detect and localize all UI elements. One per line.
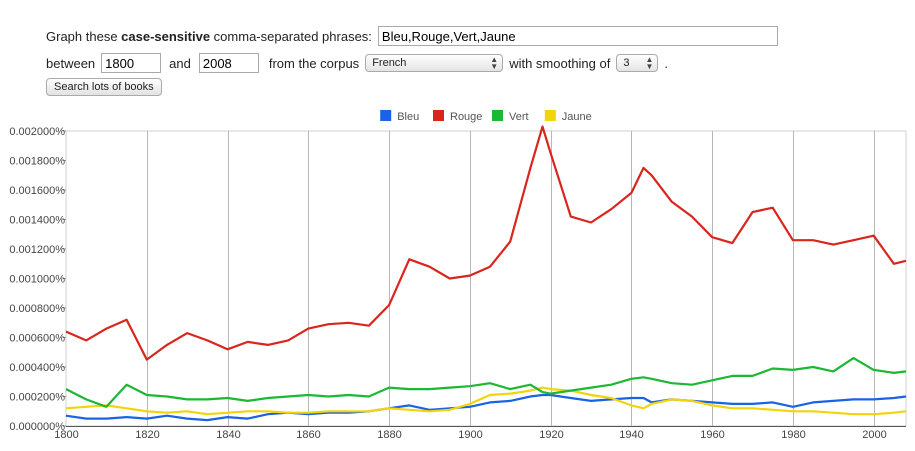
y-tick-label: 0.001200% <box>9 244 65 256</box>
legend-label: Rouge <box>450 111 482 123</box>
x-tick-label: 1820 <box>135 429 159 441</box>
y-tick-label: 0.001400% <box>9 215 65 227</box>
y-tick-label: 0.001600% <box>9 185 65 197</box>
corpus-value: French <box>372 57 407 69</box>
y-tick-label: 0.000000% <box>9 421 65 433</box>
y-tick-label: 0.000400% <box>9 362 65 374</box>
period: . <box>664 55 668 71</box>
legend-label: Jaune <box>562 111 592 123</box>
x-tick-label: 1800 <box>54 429 78 441</box>
range-row: between and from the corpus French ▲▼ wi… <box>46 53 668 73</box>
between-label: between <box>46 55 96 71</box>
series-line-jaune <box>65 386 907 416</box>
phrase-row: Graph these case-sensitive comma-separat… <box>46 26 778 46</box>
y-tick-label: 0.000200% <box>9 392 65 404</box>
series-line-bleu <box>65 393 907 422</box>
smoothing-select[interactable]: 3 ▲ ▼ <box>616 54 659 72</box>
legend-label: Vert <box>509 111 529 123</box>
series-line-rouge <box>65 125 907 361</box>
legend-swatch <box>492 110 503 121</box>
legend-item-bleu: Bleu <box>380 110 419 123</box>
legend-item-jaune: Jaune <box>544 110 592 123</box>
x-tick-label: 1960 <box>700 429 724 441</box>
x-tick-label: 1980 <box>781 429 805 441</box>
x-tick-label: 1920 <box>539 429 563 441</box>
x-tick-label: 1840 <box>216 429 240 441</box>
search-button[interactable]: Search lots of books <box>46 78 162 96</box>
x-tick-label: 1940 <box>619 429 643 441</box>
y-tick-label: 0.000800% <box>9 303 65 315</box>
y-tick-label: 0.001800% <box>9 156 65 168</box>
button-row: Search lots of books <box>46 78 162 96</box>
corpus-select[interactable]: French ▲ ▼ <box>365 54 504 72</box>
y-tick-label: 0.000600% <box>9 333 65 345</box>
graph-label-prefix: Graph these <box>46 28 122 44</box>
start-year-input[interactable] <box>101 53 162 73</box>
smoothing-label: with smoothing of <box>509 55 611 71</box>
legend-item-vert: Vert <box>492 110 529 123</box>
legend-swatch <box>544 110 556 121</box>
x-tick-label: 1900 <box>458 429 482 441</box>
legend-label: Bleu <box>397 111 419 123</box>
select-arrows-icon: ▲ ▼ <box>490 55 499 71</box>
graph-label-suffix: comma-separated phrases: <box>210 28 372 44</box>
corpus-label: from the corpus <box>268 55 360 71</box>
series-line-vert <box>65 357 907 408</box>
phrases-input[interactable] <box>377 26 778 46</box>
end-year-input[interactable] <box>198 53 259 73</box>
legend-swatch <box>433 110 444 121</box>
select-arrows-icon: ▲ ▼ <box>645 55 654 71</box>
legend-swatch <box>380 110 392 121</box>
legend-item-rouge: Rouge <box>433 110 482 123</box>
x-tick-label: 2000 <box>862 429 886 441</box>
x-tick-label: 1880 <box>377 429 401 441</box>
x-tick-label: 1860 <box>296 429 320 441</box>
y-tick-label: 0.002000% <box>9 126 65 138</box>
and-label: and <box>169 55 191 71</box>
case-sensitive-label: case-sensitive <box>121 28 211 44</box>
y-tick-label: 0.001000% <box>9 274 65 286</box>
smoothing-value: 3 <box>623 57 630 69</box>
plot-frame <box>65 130 907 427</box>
